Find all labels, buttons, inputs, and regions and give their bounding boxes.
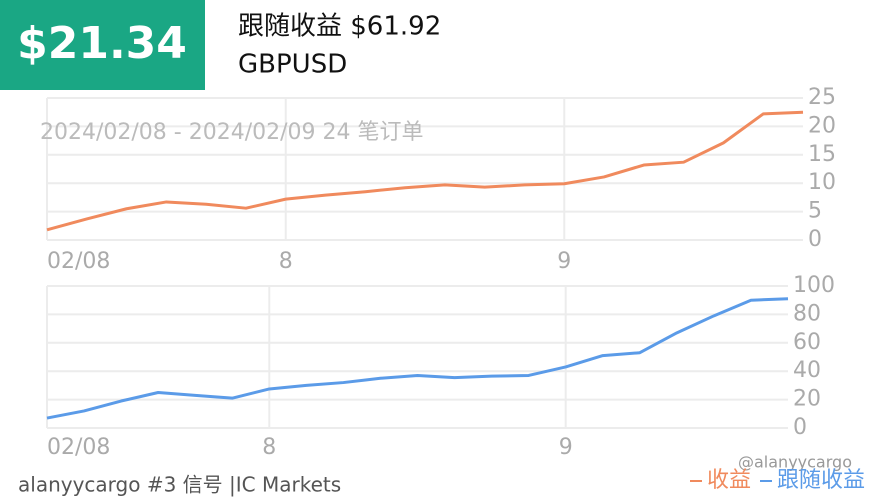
watermark: @alanyycargo xyxy=(738,453,852,472)
y-tick-label: 100 xyxy=(793,273,835,298)
y-tick-label: 60 xyxy=(793,330,821,355)
y-tick-label: 0 xyxy=(808,227,822,252)
y-tick-label: 5 xyxy=(808,199,822,224)
x-tick-label: 8 xyxy=(279,249,293,274)
series-line xyxy=(46,110,804,232)
profit-box xyxy=(0,0,205,90)
x-tick-label: 02/08 xyxy=(47,435,110,460)
y-tick-label: 0 xyxy=(793,415,807,440)
y-tick-label: 20 xyxy=(808,113,836,138)
legend-label: 跟随收益 xyxy=(777,468,865,493)
series-line xyxy=(46,297,789,420)
y-tick-label: 25 xyxy=(808,85,836,110)
y-tick-label: 15 xyxy=(808,142,836,167)
chart-subtitle: 2024/02/08 - 2024/02/09 24 笔订单 xyxy=(40,120,424,145)
legend-label: 收益 xyxy=(707,468,751,493)
profit: $21.34 xyxy=(17,18,187,69)
follow-profit: 跟随收益 $61.92 xyxy=(238,12,441,42)
symbol: GBPUSD xyxy=(238,50,347,80)
y-tick-label: 80 xyxy=(793,301,821,326)
y-tick-label: 10 xyxy=(808,170,836,195)
y-tick-label: 20 xyxy=(793,387,821,412)
y-tick-label: 40 xyxy=(793,358,821,383)
x-tick-label: 02/08 xyxy=(47,249,110,274)
x-tick-label: 9 xyxy=(557,249,571,274)
x-tick-label: 8 xyxy=(262,435,276,460)
x-tick-label: 9 xyxy=(559,435,573,460)
charts: 0 5 10 15 20 25 02/08 8 9 2024/02/08 - 2024/02/09… xyxy=(40,85,836,460)
signal-info: alanyycargo #3 信号 |IC Markets xyxy=(18,473,341,497)
